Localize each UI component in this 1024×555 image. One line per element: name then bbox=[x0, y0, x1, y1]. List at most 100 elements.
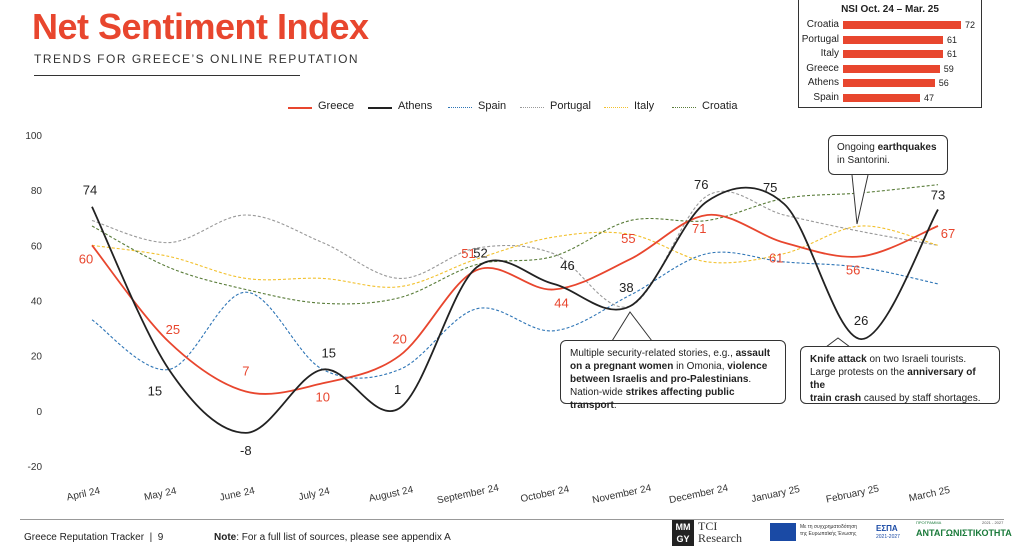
legend-swatch-greece bbox=[288, 107, 312, 109]
nsi-inset-chart: NSI Oct. 24 – Mar. 25 Croatia 72 Portugal 6… bbox=[798, 0, 982, 108]
y-tick-label-3: 40 bbox=[31, 297, 43, 308]
series-line-greece bbox=[91, 214, 939, 395]
athens-data-label-11: 73 bbox=[931, 187, 945, 202]
antag-logo-small: ΠΡΟΓΡΑΜΜΑ bbox=[916, 520, 942, 525]
athens-data-label-7: 38 bbox=[619, 280, 633, 295]
inset-row-athens: Athens 56 bbox=[799, 76, 981, 90]
callout-santorini-pointer bbox=[851, 174, 869, 225]
callout-nov-l2c: violence bbox=[727, 361, 768, 372]
inset-title: NSI Oct. 24 – Mar. 25 bbox=[841, 4, 939, 15]
athens-data-label-4: 1 bbox=[394, 382, 401, 397]
x-tick-label-6: October 24 bbox=[520, 484, 571, 505]
legend-label-croatia: Croatia bbox=[702, 100, 738, 112]
inset-row-croatia: Croatia 72 bbox=[799, 18, 981, 32]
x-tick-label-0: April 24 bbox=[66, 486, 102, 504]
callout-february: Knife attack on two Israeli tourists. La… bbox=[800, 346, 1000, 404]
x-tick-label-4: August 24 bbox=[368, 484, 415, 504]
inset-bar-portugal bbox=[843, 35, 943, 44]
inset-label-greece: Greece bbox=[806, 62, 839, 74]
inset-bar-spain bbox=[843, 93, 921, 102]
x-tick-label-3: July 24 bbox=[298, 486, 332, 503]
callout-santorini: Ongoing earthquakes in Santorini. bbox=[828, 135, 948, 175]
inset-label-italy: Italy bbox=[820, 48, 839, 59]
inset-value-spain: 47 bbox=[924, 92, 935, 103]
athens-data-label-2: -8 bbox=[240, 443, 252, 458]
tci-logo-bottom: Research bbox=[698, 531, 742, 545]
callout-nov-l4a: Nation-wide bbox=[570, 387, 626, 398]
series-line-croatia bbox=[91, 184, 939, 305]
mmgy-logo-bottom: GY bbox=[676, 534, 690, 544]
greece-data-label-10: 56 bbox=[846, 262, 860, 277]
athens-data-label-9: 75 bbox=[763, 180, 777, 195]
antag-logo-years: 2021 - 2027 bbox=[982, 520, 1004, 525]
athens-data-label-6: 46 bbox=[560, 258, 574, 273]
x-tick-label-1: May 24 bbox=[143, 486, 178, 504]
callout-november-pointer bbox=[611, 311, 653, 342]
callout-nov-l1a: Multiple security-related stories, e.g., bbox=[570, 348, 736, 359]
athens-data-label-1: 15 bbox=[148, 383, 162, 398]
callout-nov-l2b: in Omonia, bbox=[673, 361, 728, 372]
footer-divider bbox=[20, 519, 1004, 520]
y-tick-label-0: -20 bbox=[28, 462, 43, 473]
greece-data-label-3: 10 bbox=[315, 389, 329, 404]
legend-swatch-italy bbox=[604, 107, 628, 108]
tci-logo-top: TCI bbox=[698, 519, 718, 533]
eu-flag-icon bbox=[770, 523, 796, 541]
inset-value-portugal: 61 bbox=[946, 34, 957, 45]
legend-label-greece: Greece bbox=[318, 100, 355, 112]
mmgy-logo-top: MM bbox=[675, 522, 691, 532]
espa-logo-text: ΕΣΠΑ bbox=[876, 524, 898, 533]
inset-label-spain: Spain bbox=[813, 91, 839, 103]
callout-nov-l1b: assault bbox=[735, 348, 771, 359]
greece-data-label-7: 55 bbox=[621, 231, 635, 246]
callout-santorini-mid: in Santorini bbox=[837, 155, 888, 166]
callout-feb-l2b: anniversary of the bbox=[810, 367, 976, 391]
y-tick-label-5: 80 bbox=[31, 186, 43, 197]
line-chart: -20 0 20 40 60 80 100 April 24 May 24 June 24 July… bbox=[25, 131, 955, 507]
inset-label-athens: Athens bbox=[807, 77, 839, 88]
athens-data-label-10: 26 bbox=[854, 313, 868, 328]
callout-feb-l1a: Knife attack bbox=[810, 354, 867, 365]
greece-data-label-2: 7 bbox=[242, 364, 249, 379]
greece-data-label-5: 51 bbox=[461, 246, 475, 261]
callout-santorini-post: . bbox=[887, 155, 890, 166]
eu-logo-line2: της Ευρωπαϊκής Ένωσης bbox=[800, 531, 857, 537]
greece-data-label-9: 61 bbox=[769, 251, 783, 266]
footer-note: Note: For a full list of sources, please… bbox=[214, 532, 451, 543]
y-tick-label-1: 0 bbox=[36, 407, 42, 418]
callout-february-pointer bbox=[825, 337, 851, 348]
page-subtitle: TRENDS FOR GREECE’S ONLINE REPUTATION bbox=[34, 52, 360, 66]
eu-logo-line1: Με τη συγχρηματοδότηση bbox=[800, 524, 858, 530]
callout-nov-l3b: . bbox=[748, 374, 752, 385]
inset-row-italy: Italy 61 bbox=[799, 47, 981, 61]
inset-row-spain: Spain 47 bbox=[799, 91, 981, 105]
callout-feb-l3b: caused by staff shortages. bbox=[861, 393, 981, 404]
x-tick-label-10: February 25 bbox=[825, 483, 880, 505]
legend-label-italy: Italy bbox=[634, 100, 655, 112]
callout-nov-l2a: on a pregnant women bbox=[570, 361, 674, 372]
legend-swatch-athens bbox=[368, 107, 392, 109]
callout-november: Multiple security-related stories, e.g.,… bbox=[560, 340, 786, 411]
greece-data-label-8: 71 bbox=[692, 221, 706, 236]
x-tick-label-11: March 25 bbox=[908, 485, 951, 505]
athens-data-label-3: 15 bbox=[321, 345, 335, 360]
footer-note-text: : For a full list of sources, please see… bbox=[236, 532, 451, 543]
callout-nov-l3a: between Israelis and pro-Palestinians bbox=[570, 374, 749, 385]
y-tick-label-4: 60 bbox=[31, 241, 43, 252]
callout-nov-l4c: . bbox=[613, 400, 617, 411]
eu-logo: Με τη συγχρηματοδότηση της Ευρωπαϊκής Έν… bbox=[770, 520, 870, 546]
espa-logo: ΕΣΠΑ 2021-2027 bbox=[872, 520, 910, 546]
antagonistikotita-logo: ΠΡΟΓΡΑΜΜΑ 2021 - 2027 ΑΝΤΑΓΩΝΙΣΤΙΚΟΤΗΤΑ bbox=[912, 520, 1012, 546]
athens-data-label-0: 74 bbox=[83, 183, 97, 198]
inset-value-athens: 56 bbox=[938, 78, 949, 88]
legend-label-spain: Spain bbox=[478, 100, 507, 112]
inset-bar-greece bbox=[843, 64, 940, 73]
legend-swatch-portugal bbox=[520, 107, 544, 108]
series-line-italy bbox=[91, 225, 939, 288]
page-title: Net Sentiment Index bbox=[32, 6, 369, 47]
legend-label-athens: Athens bbox=[398, 100, 433, 112]
x-tick-label-5: September 24 bbox=[436, 483, 500, 507]
series-line-athens bbox=[91, 186, 939, 434]
greece-data-label-6: 44 bbox=[554, 295, 568, 310]
callout-santorini-pre: Ongoing bbox=[837, 142, 878, 153]
